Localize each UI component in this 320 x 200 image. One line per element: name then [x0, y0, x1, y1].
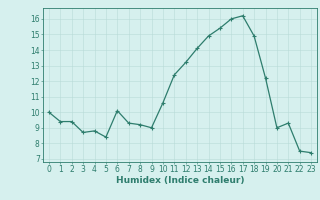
X-axis label: Humidex (Indice chaleur): Humidex (Indice chaleur)	[116, 176, 244, 185]
